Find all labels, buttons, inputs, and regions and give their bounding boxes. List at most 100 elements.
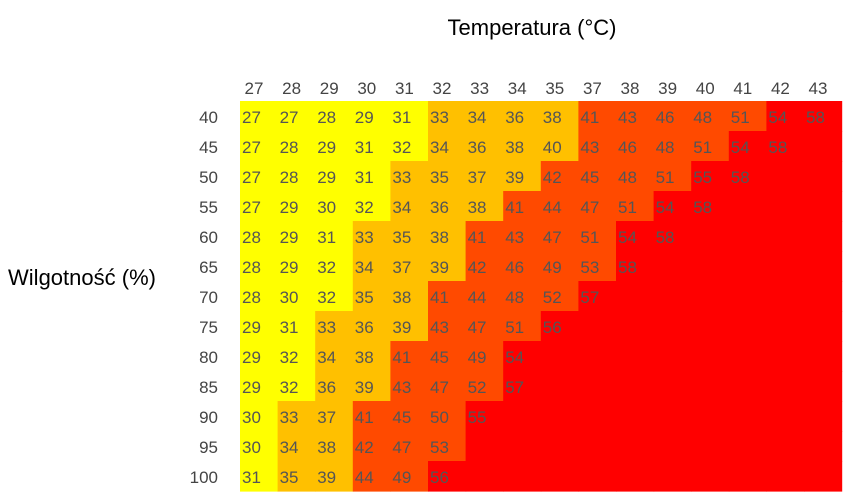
y-tick-label: 90 [199,408,218,427]
heatmap-cell-label: 36 [468,138,487,157]
heatmap-cell [465,191,504,222]
heatmap-cell-label: 32 [280,348,299,367]
heatmap-cell [428,431,467,462]
heatmap-cell [766,461,805,492]
heatmap-cell-label: 51 [580,228,599,247]
heatmap-cell-label: 51 [618,198,637,217]
heatmap-cell-label: 39 [430,258,449,277]
heatmap-cell-label: 33 [280,408,299,427]
heatmap-cell-label: 36 [505,108,524,127]
heatmap-cell [428,191,467,222]
heatmap-cell-label: 44 [543,198,562,217]
heatmap-cell [315,371,354,402]
heatmap-cell [691,461,730,492]
heatmap-cell-label: 42 [543,168,562,187]
heatmap-cell [804,191,843,222]
heatmap-cell-label: 37 [392,258,411,277]
heatmap-cell [804,161,843,192]
heatmap-cell [653,101,692,132]
y-tick-label: 40 [199,108,218,127]
heatmap-cell [240,461,279,492]
heatmap-cell [352,461,391,492]
heatmap-cell [728,281,767,312]
heatmap-cell-label: 41 [392,348,411,367]
heatmap-cell [804,101,843,132]
heatmap-cell [503,281,542,312]
heatmap-cell-label: 54 [768,108,787,127]
heatmap-cell-label: 51 [693,138,712,157]
heatmap-cell [315,161,354,192]
heatmap-cell-label: 54 [731,138,750,157]
heatmap-cell [578,161,617,192]
heatmap-cell-label: 52 [468,378,487,397]
heatmap-cell [578,101,617,132]
heatmap-cell-label: 42 [468,258,487,277]
heatmap-cell-label: 44 [355,468,374,487]
heatmap-cell [315,461,354,492]
heatmap-cell [616,341,655,372]
heatmap-cell [616,191,655,222]
heatmap-cell [728,401,767,432]
x-tick-label: 33 [470,79,489,98]
heatmap-cell [653,131,692,162]
heatmap-cell [503,401,542,432]
heatmap-cell-label: 43 [430,318,449,337]
heatmap-cell [766,251,805,282]
heatmap-cell-label: 30 [242,408,261,427]
heatmap-cell [616,431,655,462]
heatmap-cell [277,431,316,462]
heatmap-cell-label: 53 [580,258,599,277]
heatmap-cell [540,101,579,132]
heatmap-cell-label: 36 [317,378,336,397]
heatmap-cell-label: 31 [355,138,374,157]
heatmap-cell [804,461,843,492]
heatmap-cell-label: 54 [505,348,524,367]
heatmap-cell [428,131,467,162]
heatmap-cell [352,221,391,252]
heatmap-cell-label: 29 [242,348,261,367]
heatmap-cell [465,341,504,372]
heatmap-cell-label: 27 [242,168,261,187]
heatmap-cell-label: 41 [430,288,449,307]
heatmap-cell-label: 51 [656,168,675,187]
heatmap-cell-label: 32 [280,378,299,397]
heatmap-cell-label: 47 [580,198,599,217]
heatmap-cell-label: 52 [543,288,562,307]
heatmap-cell-label: 36 [355,318,374,337]
heatmap-cell [503,311,542,342]
heatmap-cell [390,341,429,372]
heatmap-cell [691,221,730,252]
heatmap-cell-label: 39 [505,168,524,187]
heatmap-cell [616,401,655,432]
heatmap-cell [315,221,354,252]
heatmap-cell [428,311,467,342]
heatmap-cell [766,101,805,132]
heatmap-cell [240,371,279,402]
heatmap-cell [578,191,617,222]
heatmap-cell-label: 46 [505,258,524,277]
heatmap-cell [728,221,767,252]
heatmap-cell-labels: 27 27 28 29 31 33 34 36 38 41 43 46 48 51 54 58 27 28 29 31… [242,108,825,487]
heatmap-cell [503,191,542,222]
heatmap-cell-label: 43 [392,378,411,397]
heatmap-cell [428,401,467,432]
heatmap-cell [352,131,391,162]
heatmap-cell [428,101,467,132]
heatmap-cell [804,431,843,462]
x-tick-label: 27 [245,79,264,98]
heatmap-cell [540,161,579,192]
y-tick-label: 65 [199,258,218,277]
heatmap-cell-label: 55 [693,168,712,187]
heatmap-cell [804,371,843,402]
heatmap-cell [653,461,692,492]
heatmap-cell-label: 48 [656,138,675,157]
heatmap-cell [804,401,843,432]
heatmap-cell [804,221,843,252]
heatmap-cell [240,431,279,462]
heatmap-cell-label: 35 [430,168,449,187]
heatmap-cell-label: 41 [580,108,599,127]
heatmap-cell-label: 35 [355,288,374,307]
heatmap-cell [578,341,617,372]
heatmap-cell [240,401,279,432]
heatmap-cell-label: 31 [317,228,336,247]
